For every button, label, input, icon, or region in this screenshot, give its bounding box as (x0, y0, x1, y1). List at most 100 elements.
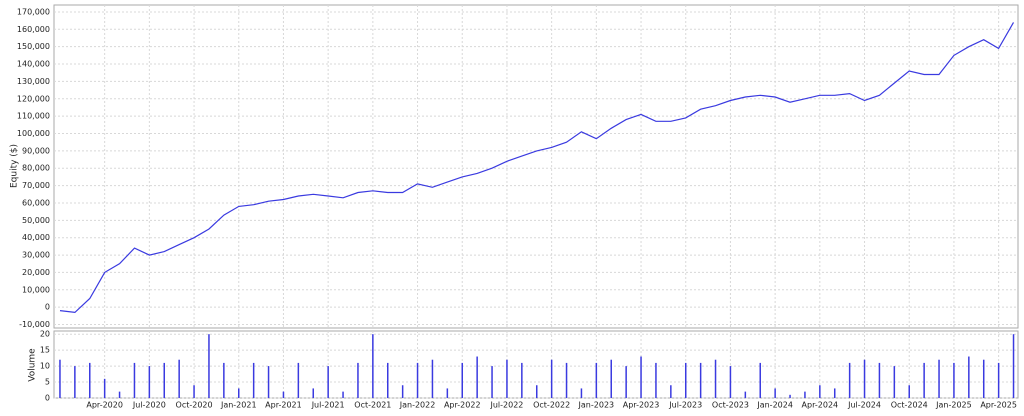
volume-bar (982, 359, 985, 398)
volume-bar (312, 388, 315, 398)
volume-bar (148, 366, 151, 398)
y-tick-label: 90,000 (22, 146, 50, 155)
y-tick-label: 0 (45, 394, 50, 403)
volume-bar (655, 362, 657, 398)
x-tick-label: Jul-2024 (847, 401, 881, 410)
volume-bar (670, 385, 672, 398)
y-tick-label: 80,000 (22, 164, 50, 173)
volume-bar (848, 362, 851, 398)
equity-line (59, 22, 1015, 314)
y-tick-label: 160,000 (17, 25, 50, 34)
volume-bar (431, 359, 434, 398)
volume-bar (625, 366, 627, 398)
volume-bar (506, 359, 508, 398)
y-axis-label: Equity ($) (10, 144, 20, 188)
x-tick-label: Apr-2024 (802, 401, 839, 410)
volume-bar (938, 359, 940, 398)
volume-bar (327, 366, 329, 398)
x-tick-label: Jan-2022 (399, 401, 436, 410)
volume-bar (699, 362, 702, 398)
volume-bar (342, 391, 344, 398)
volume-bar (535, 385, 538, 398)
y-tick-label: 170,000 (17, 7, 50, 16)
x-tick-label: Jul-2022 (489, 401, 523, 410)
volume-bar (103, 378, 106, 398)
x-tick-label: Jul-2023 (668, 401, 702, 410)
volume-bar (640, 356, 642, 398)
x-tick-label: Apr-2025 (980, 401, 1017, 410)
y-tick-label: 100,000 (17, 129, 50, 138)
y-tick-label: 0 (45, 303, 50, 312)
y-tick-label: 20 (40, 330, 50, 339)
x-tick-label: Apr-2023 (623, 401, 660, 410)
volume-bar (476, 356, 478, 398)
volume-bar (565, 362, 568, 398)
volume-bar (744, 391, 747, 398)
y-tick-label: 140,000 (17, 60, 50, 69)
volume-bar (416, 362, 419, 398)
volume-bar (118, 391, 121, 398)
volume-bar (610, 359, 612, 398)
x-tick-label: Jul-2021 (311, 401, 345, 410)
volume-bar (193, 385, 195, 398)
y-tick-label: 40,000 (22, 233, 50, 242)
volume-bar (163, 362, 166, 398)
x-tick-label: Oct-2022 (533, 401, 570, 410)
volume-bar (789, 394, 791, 398)
y-tick-label: 30,000 (22, 251, 50, 260)
volume-bar (550, 359, 553, 398)
volume-bar (521, 362, 523, 398)
volume-bar (804, 391, 806, 398)
x-tick-label: Oct-2020 (176, 401, 213, 410)
volume-bar (580, 388, 583, 398)
volume-bar (357, 362, 359, 398)
volume-bar (729, 366, 732, 398)
volume-bar (223, 362, 225, 398)
x-tick-label: Jan-2023 (578, 401, 615, 410)
volume-bar (446, 388, 449, 398)
y-tick-label: 60,000 (22, 198, 50, 207)
volume-bar (908, 385, 910, 398)
main-panel-frame (53, 4, 1019, 329)
y-tick-label: 10 (40, 362, 50, 371)
y-tick-label: 150,000 (17, 42, 50, 51)
y-axis-label: Volume (28, 348, 38, 382)
volume-bar (89, 362, 91, 398)
x-tick-label: Apr-2021 (265, 401, 302, 410)
volume-bar (863, 359, 866, 398)
y-tick-label: 20,000 (22, 268, 50, 277)
y-tick-label: 130,000 (17, 77, 50, 86)
volume-bar (878, 362, 881, 398)
volume-bar (208, 334, 210, 398)
volume-bar (386, 362, 389, 398)
volume-bar (684, 362, 687, 398)
y-tick-label: -10,000 (19, 320, 50, 329)
volume-bar (923, 362, 925, 398)
x-tick-label: Apr-2022 (444, 401, 481, 410)
x-tick-label: Oct-2023 (712, 401, 749, 410)
volume-bar (1012, 334, 1015, 398)
volume-bar (714, 359, 717, 398)
volume-bar (491, 366, 493, 398)
x-tick-label: Oct-2024 (891, 401, 928, 410)
x-tick-label: Jan-2025 (935, 401, 972, 410)
volume-bar (238, 388, 240, 398)
y-tick-label: 10,000 (22, 285, 50, 294)
volume-bar (774, 388, 776, 398)
volume-bar (133, 362, 136, 398)
volume-bar (252, 362, 255, 398)
y-tick-label: 70,000 (22, 181, 50, 190)
volume-bar (74, 366, 76, 398)
volume-bar (595, 362, 598, 398)
volume-bar (819, 385, 821, 398)
volume-bar (833, 388, 836, 398)
volume-bar (997, 362, 1000, 398)
y-tick-label: 120,000 (17, 94, 50, 103)
x-tick-label: Oct-2021 (354, 401, 391, 410)
volume-bar (267, 366, 270, 398)
y-tick-label: 15 (40, 346, 50, 355)
volume-bar (297, 362, 300, 398)
volume-bar (953, 362, 955, 398)
x-tick-label: Apr-2020 (86, 401, 123, 410)
